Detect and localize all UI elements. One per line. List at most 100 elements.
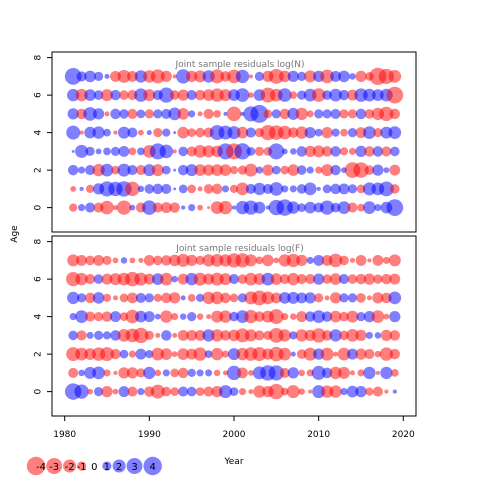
residual-bubble — [378, 181, 394, 197]
residual-bubble — [104, 73, 110, 79]
residual-bubble — [134, 88, 148, 102]
residual-bubble — [75, 347, 88, 361]
residual-bubble — [247, 92, 254, 99]
residual-bubble — [202, 164, 215, 176]
residual-bubble — [129, 257, 136, 264]
residual-bubble — [321, 164, 334, 177]
residual-bubble — [84, 126, 96, 139]
residual-bubble — [186, 329, 198, 341]
residual-bubble — [170, 368, 180, 378]
y-tick-label: 6 — [34, 276, 44, 282]
residual-bubble — [303, 182, 317, 196]
residual-bubble — [273, 257, 280, 264]
residual-bubble — [84, 70, 96, 83]
residual-bubble — [245, 127, 256, 138]
residual-bubble — [69, 313, 77, 321]
residual-bubble — [177, 273, 189, 285]
residual-bubble — [383, 313, 390, 320]
residual-bubble — [95, 148, 102, 155]
residual-bubble — [144, 109, 154, 119]
residual-bubble — [365, 387, 374, 396]
residual-bubble — [75, 144, 89, 158]
y-tick-label: 8 — [34, 54, 44, 60]
legend-label: 3 — [131, 462, 137, 473]
residual-bubble — [79, 186, 84, 191]
residual-bubble — [101, 273, 113, 285]
residual-bubble — [338, 183, 350, 195]
legend-label: -2 — [65, 462, 75, 473]
residual-bubble — [161, 330, 172, 341]
residual-bubble — [261, 291, 275, 305]
residual-bubble — [379, 106, 394, 122]
residual-bubble — [177, 164, 189, 176]
residual-bubble — [322, 109, 332, 119]
residual-bubble — [337, 201, 351, 214]
residual-bubble — [85, 274, 96, 285]
residual-bubble — [75, 310, 88, 323]
residual-bubble — [364, 109, 375, 119]
legend-label: 0 — [91, 462, 97, 473]
residual-bubble — [94, 330, 104, 340]
residual-bubble — [173, 168, 177, 172]
residual-bubble — [178, 386, 189, 397]
y-axis-log-n: 0 2 4 6 8 — [34, 54, 52, 210]
residual-bubble — [220, 330, 231, 341]
residual-bubble — [347, 293, 358, 303]
residual-bubble — [280, 387, 289, 396]
residual-bubble — [339, 330, 349, 341]
residual-bubble — [261, 272, 275, 286]
residual-bubble — [186, 90, 197, 101]
residual-bubble — [229, 387, 239, 396]
residual-bubble — [162, 128, 171, 137]
residual-bubble — [172, 149, 177, 154]
x-axis-label: Year — [223, 457, 243, 467]
residual-bubble — [373, 274, 383, 284]
residual-bubble — [160, 348, 173, 360]
residual-bubble — [321, 126, 333, 139]
residual-bubble — [235, 328, 250, 343]
residual-bubble — [311, 88, 326, 102]
residual-bubble — [388, 254, 401, 267]
residual-bubble — [85, 165, 96, 176]
residual-bubble — [269, 182, 284, 196]
residual-bubble — [112, 388, 119, 395]
residual-bubble — [346, 385, 359, 398]
residual-bubble — [356, 293, 366, 303]
residual-bubble — [333, 351, 339, 357]
residual-bubble — [128, 350, 136, 358]
residual-bubble — [235, 253, 250, 268]
residual-bubble — [227, 126, 241, 140]
residual-bubble — [281, 185, 289, 193]
residual-bubble — [367, 258, 372, 263]
residual-bubble — [346, 310, 359, 323]
residual-bubble — [262, 164, 274, 176]
residual-bubble — [254, 71, 264, 81]
residual-bubble — [381, 292, 392, 304]
x-axis: 1980 1990 2000 2010 2020 — [53, 416, 415, 440]
residual-bubble — [372, 146, 384, 157]
residual-bubble — [170, 387, 180, 396]
residual-bubble — [76, 254, 88, 266]
residual-bubble — [271, 165, 281, 175]
residual-bubble — [388, 70, 402, 83]
residual-bubble — [211, 183, 223, 195]
residual-bubble — [289, 91, 298, 99]
residual-bubble — [347, 128, 358, 138]
residual-bubble — [112, 205, 119, 211]
residual-bubble — [173, 187, 177, 191]
residual-bubble — [135, 165, 146, 176]
x-tick-label: 1990 — [138, 430, 161, 440]
residual-bubble — [101, 385, 113, 398]
residual-bubble — [103, 147, 111, 156]
residual-bubble — [313, 273, 325, 285]
residual-bubble — [67, 164, 79, 176]
residual-bubble — [338, 89, 350, 101]
residual-bubble — [349, 257, 356, 263]
residual-bubble — [119, 90, 129, 100]
residual-bubble — [356, 312, 366, 322]
residual-bubble — [305, 274, 316, 285]
residual-bubble — [355, 273, 367, 285]
residual-bubble — [161, 183, 172, 194]
residual-bubble — [153, 293, 162, 303]
residual-bubble — [117, 69, 131, 83]
